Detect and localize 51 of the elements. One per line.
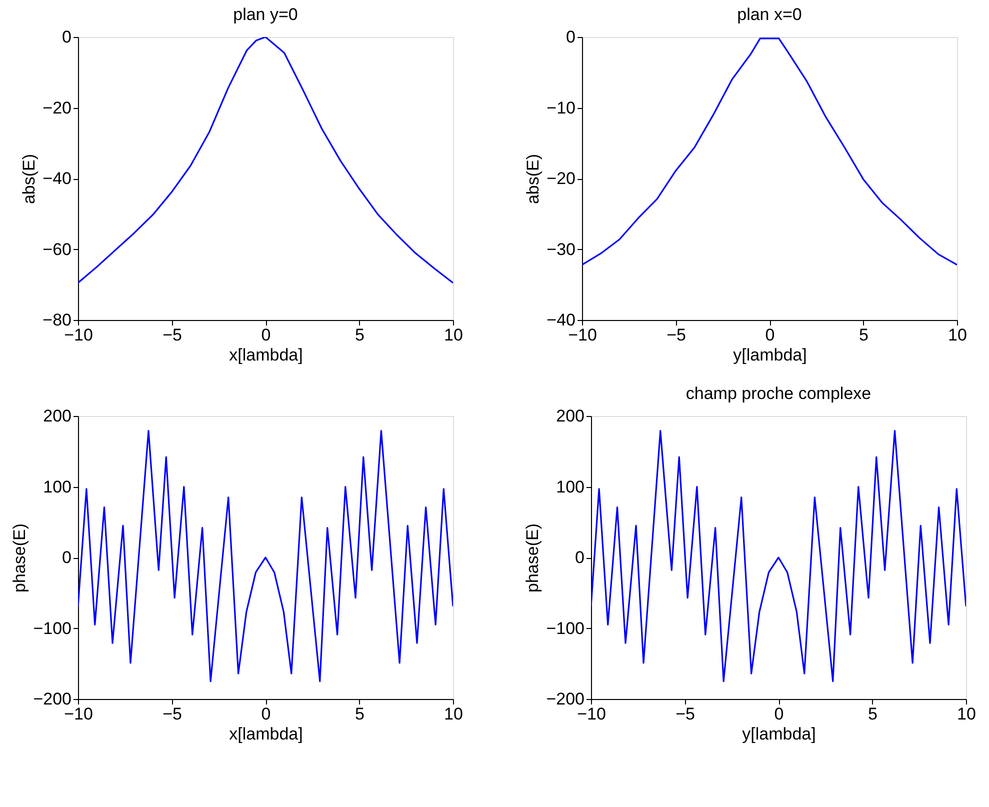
x-axis-title: x[lambda] [229, 346, 303, 364]
y-axis-title: phase(E) [10, 524, 30, 592]
x-tick-label: 5 [868, 704, 878, 724]
y-tick-label: −20 [546, 169, 576, 188]
y-tick-label: −80 [42, 310, 72, 330]
y-axis-title: abs(E) [20, 154, 39, 204]
y-tick-label: −60 [42, 240, 72, 259]
y-tick-label: −30 [546, 240, 576, 259]
x-tick-label: 10 [948, 326, 967, 344]
x-tick-label: 0 [765, 326, 775, 344]
x-tick-label: −5 [162, 326, 182, 344]
x-tick-label: 0 [774, 704, 784, 724]
y-tick-label: −20 [42, 98, 72, 118]
y-tick-label: −10 [546, 98, 576, 118]
x-tick-label: 5 [355, 704, 364, 724]
y-tick-label: −100 [546, 618, 584, 638]
x-tick-label: −5 [676, 704, 695, 724]
y-tick-label: −200 [546, 690, 584, 708]
x-axis-title: y[lambda] [742, 724, 816, 744]
x-tick-label: −5 [666, 326, 686, 344]
x-tick-label: 5 [355, 326, 364, 344]
y-tick-label: 100 [556, 477, 584, 496]
x-axis-title: y[lambda] [733, 346, 807, 364]
line-series [78, 430, 453, 682]
y-tick-label: −40 [546, 310, 576, 330]
x-tick-label: −5 [162, 704, 182, 724]
y-tick-label: 0 [566, 28, 576, 46]
y-tick-label: 0 [575, 548, 584, 567]
x-tick-label: 10 [444, 704, 463, 724]
x-axis-title: x[lambda] [229, 724, 303, 744]
chart-title: plan y=0 [233, 5, 298, 24]
y-tick-label: 100 [43, 477, 72, 496]
x-tick-label: 0 [261, 704, 271, 724]
y-tick-label: 0 [62, 548, 72, 567]
y-axis-title: phase(E) [523, 524, 542, 592]
y-axis-title: abs(E) [524, 154, 543, 204]
y-tick-label: 200 [556, 406, 584, 426]
y-tick-label: −100 [33, 618, 72, 638]
chart-title: champ proche complexe [686, 384, 872, 403]
y-tick-label: −200 [33, 690, 72, 708]
x-tick-label: 10 [444, 326, 463, 344]
y-tick-label: −40 [42, 169, 72, 188]
y-tick-label: 0 [62, 28, 72, 46]
x-tick-label: 0 [261, 326, 271, 344]
line-series [78, 37, 453, 284]
chart-title: plan x=0 [737, 5, 802, 24]
x-tick-label: 10 [957, 704, 976, 724]
y-tick-label: 200 [43, 406, 72, 426]
line-series [582, 38, 957, 266]
x-tick-label: 5 [859, 326, 868, 344]
line-series [591, 430, 966, 682]
